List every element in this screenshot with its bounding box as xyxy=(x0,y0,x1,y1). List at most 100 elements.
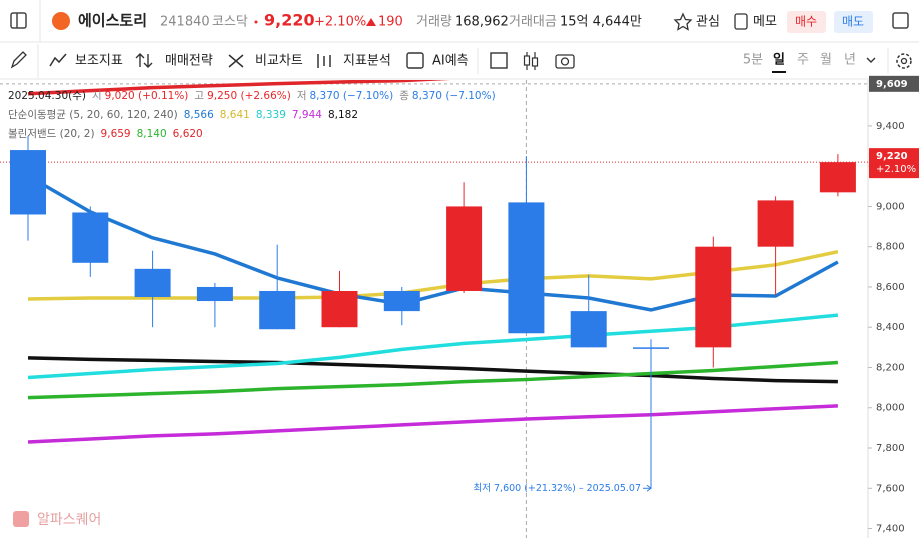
period-option[interactable]: 월 xyxy=(820,53,832,68)
ohlc-info: 2025.04.30(수) 시 9,020 (+0.11%) 고 9,250 (+2.6… xyxy=(8,90,496,102)
period-option[interactable]: 일 xyxy=(773,53,785,68)
y-tick-label: 8,000 xyxy=(876,403,905,414)
period-selector: 5분 일 주 월 년 xyxy=(743,53,856,73)
stock-name: 에이스토리 xyxy=(78,12,147,30)
indicator-line xyxy=(27,356,838,384)
candle-body xyxy=(72,212,109,263)
y-tick-label: 7,600 xyxy=(876,483,905,494)
camera-icon[interactable] xyxy=(555,54,575,69)
info-value: 8,140 xyxy=(137,128,167,140)
info-value: 볼린저밴드 (20, 2) xyxy=(8,128,95,140)
info-value: 8,370 (−7.10%) xyxy=(412,90,496,102)
settings-icon[interactable] xyxy=(896,53,912,69)
info-value: 시 xyxy=(92,90,102,102)
indicator-line xyxy=(27,360,839,400)
toolbar-item[interactable]: 지표분석 xyxy=(343,54,391,69)
info-value: 9,250 (+2.66%) xyxy=(207,90,291,102)
watch-button[interactable]: 관심 xyxy=(696,15,720,30)
high-price-tag xyxy=(869,75,919,92)
icon-part xyxy=(523,55,531,66)
candle-body xyxy=(446,206,483,291)
volume-label: 거래량 xyxy=(416,15,452,30)
strategy-icon xyxy=(135,53,153,68)
amount: 15억 4,644만 xyxy=(560,15,642,30)
bb-info: 볼린저밴드 (20, 2) 9,659 8,140 6,620 xyxy=(8,128,203,140)
arrow-head xyxy=(646,484,652,492)
memo-icon xyxy=(734,13,748,30)
buy-button-bg[interactable] xyxy=(787,11,826,33)
candle-body xyxy=(196,286,233,302)
high-price-label: 9,609 xyxy=(876,79,908,90)
candle-body xyxy=(695,246,732,348)
low-note: 최저 7,600 (+21.32%) – 2025.05.07 xyxy=(474,483,642,494)
candle-body xyxy=(259,290,296,330)
indicator-line xyxy=(27,404,838,444)
toolbar-item[interactable]: 비교차트 xyxy=(255,54,303,69)
candle-body xyxy=(134,268,171,298)
sidebar-toggle[interactable] xyxy=(10,12,27,29)
analysis-icon xyxy=(317,54,331,68)
sell-button-bg[interactable] xyxy=(834,11,873,33)
candle-body xyxy=(321,290,358,328)
ma-info: 단순이동평균 (5, 20, 60, 120, 240) 8,566 8,641 8,… xyxy=(8,109,358,121)
toolbar-item[interactable]: AI예측 xyxy=(432,54,469,69)
sell-button[interactable]: 매도 xyxy=(842,15,864,29)
info-value: 9,659 xyxy=(101,128,131,140)
candle-body xyxy=(10,150,46,215)
candle-body xyxy=(570,311,607,348)
info-value: 8,641 xyxy=(220,109,250,121)
logo xyxy=(52,12,70,30)
buy-button[interactable]: 매수 xyxy=(795,15,817,29)
candle-body xyxy=(757,200,794,247)
y-tick-label: 9,000 xyxy=(876,201,905,212)
y-tick-label: 8,400 xyxy=(876,322,905,333)
amount-label: 거래대금 xyxy=(509,15,557,30)
icon-part xyxy=(531,57,539,67)
candle-body xyxy=(383,290,420,312)
y-tick-label: 9,400 xyxy=(876,121,905,132)
toolbar-item[interactable]: 매매전략 xyxy=(165,54,213,69)
toolbar-items: 보조지표 매매전략 비교차트 지표분석 AI예측 xyxy=(75,54,469,69)
info-value: 9,020 (+0.11%) xyxy=(105,90,189,102)
ai-icon xyxy=(406,52,424,69)
y-tick-label: 7,400 xyxy=(876,524,905,535)
info-value: 2025.04.30(수) xyxy=(8,90,86,102)
candle-body xyxy=(633,347,669,349)
toolbar-item[interactable]: 보조지표 xyxy=(75,54,123,69)
info-value: 6,620 xyxy=(173,128,203,140)
period-option[interactable]: 주 xyxy=(797,53,809,68)
info-value: 8,370 (−7.10%) xyxy=(310,90,394,102)
plot xyxy=(0,80,868,538)
change-pct: +2.10% xyxy=(314,15,366,30)
watermark: 알파스퀘어 xyxy=(37,512,101,528)
y-tick-label: 7,800 xyxy=(876,443,905,454)
period-option[interactable]: 년 xyxy=(844,53,856,68)
overlay: 7,400 7,600 7,800 8,000 8,200 8,400 8,600 8,800… xyxy=(8,75,919,535)
period-option[interactable]: 5분 xyxy=(743,53,763,68)
y-tick-label: 8,600 xyxy=(876,282,905,293)
indicator-line xyxy=(27,80,451,96)
candle-body xyxy=(508,202,545,334)
dot xyxy=(254,20,258,24)
current-price-tag xyxy=(869,148,919,179)
stock-code: 241840 xyxy=(160,15,210,30)
memo-button[interactable]: 메모 xyxy=(753,15,777,30)
current-change-label: +2.10% xyxy=(876,164,916,175)
watermark-icon xyxy=(13,511,29,527)
up-arrow xyxy=(366,18,376,26)
draw-icon[interactable] xyxy=(10,51,27,69)
info-value: 7,944 xyxy=(292,109,322,121)
square-tool[interactable] xyxy=(490,52,508,69)
info-value: 저 xyxy=(297,90,307,102)
period-dropdown[interactable] xyxy=(866,57,876,63)
icon-part xyxy=(900,57,908,65)
price: 9,220 xyxy=(264,11,315,30)
compare-icon xyxy=(228,54,244,68)
candle-body xyxy=(819,162,856,193)
current-price-label: 9,220 xyxy=(876,151,908,162)
panel-toggle[interactable] xyxy=(892,12,909,29)
change: 190 xyxy=(378,15,403,30)
star-icon[interactable] xyxy=(673,12,693,31)
indicator-icon xyxy=(49,53,67,67)
